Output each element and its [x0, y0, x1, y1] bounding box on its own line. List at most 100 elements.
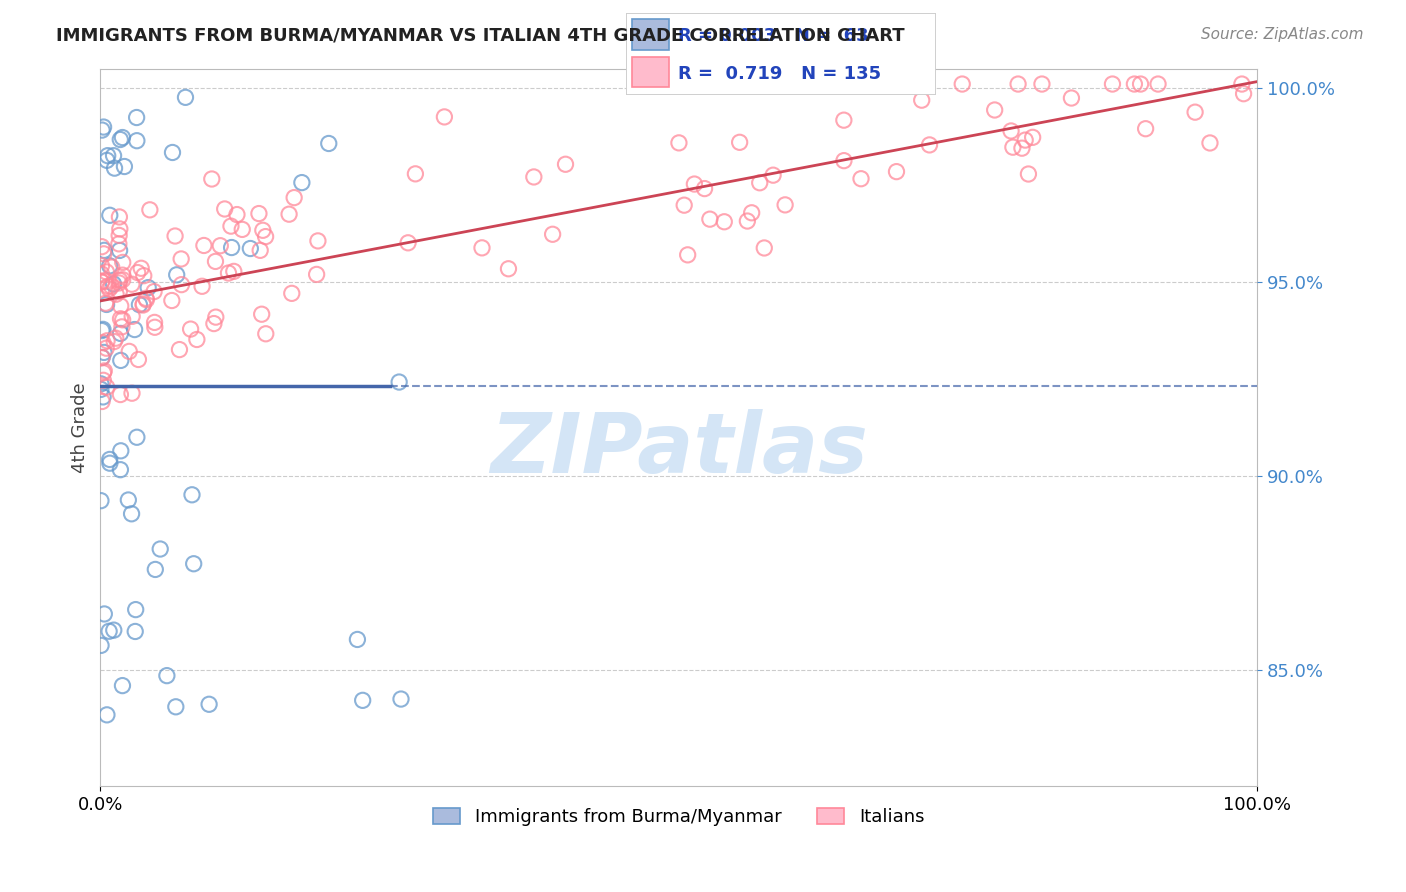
Point: [110, 443, 132, 458]
Point: [748, 176, 770, 190]
Point: [108, 222, 131, 236]
Point: [103, 623, 125, 637]
Point: [91, 335, 114, 350]
Point: [96, 297, 118, 311]
Point: [139, 202, 162, 217]
Point: [98, 208, 121, 222]
Point: [305, 268, 328, 282]
Point: [191, 279, 214, 293]
Point: [108, 285, 131, 299]
Point: [523, 169, 546, 184]
Point: [97, 149, 120, 163]
Point: [231, 222, 253, 236]
Point: [162, 145, 184, 160]
Text: R = 0.003   N =  63: R = 0.003 N = 63: [678, 27, 869, 45]
Point: [683, 177, 706, 191]
Point: [94, 296, 117, 310]
Point: [181, 488, 204, 502]
Point: [170, 252, 193, 266]
Point: [283, 191, 305, 205]
Point: [93, 244, 115, 258]
Point: [110, 132, 132, 146]
Point: [254, 229, 277, 244]
Point: [1017, 167, 1039, 181]
Point: [98, 456, 121, 470]
Point: [1000, 124, 1022, 138]
Point: [143, 562, 166, 576]
Point: [1021, 130, 1043, 145]
Point: [127, 266, 149, 280]
Point: [352, 693, 374, 707]
Point: [728, 136, 751, 150]
Point: [209, 238, 232, 252]
Point: [104, 331, 127, 345]
Point: [136, 280, 159, 294]
Point: [90, 376, 112, 391]
Point: [165, 699, 187, 714]
Point: [103, 149, 125, 163]
Point: [96, 380, 118, 394]
Point: [1014, 133, 1036, 147]
Point: [110, 299, 132, 313]
Point: [388, 375, 411, 389]
Bar: [631, 19, 669, 49]
Point: [202, 317, 225, 331]
Point: [291, 176, 314, 190]
Point: [1147, 77, 1170, 91]
Point: [699, 212, 721, 227]
Point: [121, 310, 143, 324]
Point: [193, 238, 215, 252]
Point: [1007, 77, 1029, 91]
Point: [849, 171, 872, 186]
Text: R =  0.719   N = 135: R = 0.719 N = 135: [678, 64, 882, 83]
Point: [111, 268, 134, 282]
Point: [108, 273, 131, 287]
Point: [498, 261, 520, 276]
Point: [160, 293, 183, 308]
Legend: Immigrants from Burma/Myanmar, Italians: Immigrants from Burma/Myanmar, Italians: [425, 798, 934, 835]
Point: [90, 275, 112, 289]
Point: [110, 326, 132, 341]
Point: [91, 123, 114, 137]
Point: [124, 322, 146, 336]
Point: [346, 632, 368, 647]
Point: [90, 259, 112, 273]
Point: [983, 103, 1005, 117]
Point: [103, 334, 125, 349]
Point: [389, 692, 412, 706]
Point: [249, 244, 271, 258]
Point: [135, 293, 157, 307]
Point: [1031, 77, 1053, 91]
Point: [93, 345, 115, 359]
Point: [396, 235, 419, 250]
Point: [118, 344, 141, 359]
Text: Source: ZipAtlas.com: Source: ZipAtlas.com: [1201, 27, 1364, 42]
Point: [108, 210, 131, 224]
Point: [96, 153, 118, 168]
Point: [132, 268, 155, 283]
Point: [91, 351, 114, 365]
Point: [125, 430, 148, 444]
Point: [713, 215, 735, 229]
Point: [149, 541, 172, 556]
Point: [132, 297, 155, 311]
Point: [93, 366, 115, 380]
Point: [541, 227, 564, 242]
Point: [91, 322, 114, 336]
Point: [97, 279, 120, 293]
Point: [90, 493, 112, 508]
Point: [93, 607, 115, 621]
Point: [950, 77, 973, 91]
Text: IMMIGRANTS FROM BURMA/MYANMAR VS ITALIAN 4TH GRADE CORRELATION CHART: IMMIGRANTS FROM BURMA/MYANMAR VS ITALIAN…: [56, 27, 905, 45]
Y-axis label: 4th Grade: 4th Grade: [72, 382, 89, 473]
Point: [832, 113, 855, 128]
Point: [110, 311, 132, 326]
Point: [169, 343, 191, 357]
Point: [180, 322, 202, 336]
Point: [98, 282, 121, 296]
Point: [918, 137, 941, 152]
Point: [198, 698, 221, 712]
Text: ZIPatlas: ZIPatlas: [489, 409, 868, 490]
Point: [471, 241, 494, 255]
Point: [91, 390, 114, 404]
